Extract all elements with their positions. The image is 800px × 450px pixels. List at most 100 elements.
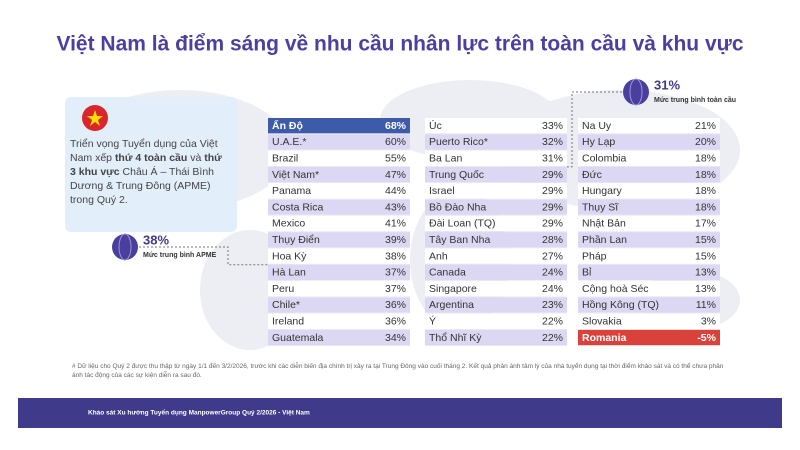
row-background: [578, 118, 720, 134]
row-background: [425, 199, 567, 215]
row-background: [425, 248, 567, 264]
country-label: Singapore: [429, 283, 477, 295]
row-background: [578, 183, 720, 199]
value-label: 18%: [695, 185, 716, 197]
row-background: [268, 329, 410, 346]
country-label: Israel: [429, 185, 455, 197]
country-label: Chile*: [272, 299, 300, 311]
value-label: 11%: [696, 299, 716, 311]
country-label: Thổ Nhĩ Kỳ: [429, 332, 482, 344]
country-label: U.A.E.*: [272, 136, 306, 148]
value-label: 24%: [542, 283, 563, 295]
globe-lines: [118, 233, 132, 261]
row-background: [268, 118, 410, 134]
row-background: [268, 297, 410, 313]
row-background: [578, 281, 720, 297]
row-background: [425, 313, 567, 329]
row-background: [268, 281, 410, 297]
value-label: 18%: [695, 201, 716, 213]
country-label: Hoa Kỳ: [272, 250, 307, 262]
row-background: [425, 232, 567, 248]
row-background: [425, 264, 567, 280]
summary-text: Triển vọng Tuyển dụng của Việt Nam xếp: [70, 138, 218, 164]
country-label: Thụy Điển: [272, 234, 320, 246]
value-label: 22%: [542, 332, 563, 344]
footer-bar: [18, 398, 782, 428]
row-background: [578, 166, 720, 183]
country-label: Canada: [429, 267, 466, 279]
value-label: 15%: [695, 250, 716, 262]
country-label: Hà Lan: [272, 267, 306, 279]
value-label: 68%: [385, 120, 407, 132]
row-background: [425, 134, 567, 150]
row-background: [425, 166, 567, 183]
country-label: Ireland: [272, 316, 304, 328]
row-background: [425, 118, 567, 134]
row-background: [578, 264, 720, 280]
average-connector: [139, 246, 268, 266]
globe-lines: [629, 78, 643, 106]
row-background: [578, 232, 720, 248]
value-label: 44%: [385, 185, 406, 197]
country-label: Slovakia: [582, 316, 622, 328]
country-label: Guatemala: [272, 332, 324, 344]
row-background: [425, 183, 567, 199]
value-label: 29%: [542, 218, 563, 230]
country-label: Ba Lan: [429, 153, 462, 165]
country-label: Thụy Sĩ: [582, 201, 619, 213]
footer-text: Khảo sát Xu hướng Tuyển dụng ManpowerGro…: [88, 409, 310, 417]
row-background: [578, 134, 720, 150]
value-label: 60%: [385, 136, 406, 148]
country-label: Cộng hoà Séc: [582, 283, 649, 295]
row-background: [268, 313, 410, 329]
summary-bold: thứ 4 toàn cầu: [114, 152, 188, 164]
country-label: Nhật Bản: [582, 218, 626, 230]
row-background: [578, 248, 720, 264]
country-label: Argentina: [429, 299, 474, 311]
value-label: 37%: [385, 283, 406, 295]
average-name: Mức trung bình APME: [143, 252, 217, 259]
value-label: 31%: [542, 153, 563, 165]
country-label: Panama: [272, 185, 311, 197]
row-background: [268, 248, 410, 264]
value-label: 29%: [542, 169, 563, 181]
row-background: [425, 297, 567, 313]
value-label: 38%: [385, 250, 406, 262]
row-background: [578, 150, 720, 166]
country-label: Peru: [272, 283, 294, 295]
country-label: Ý: [429, 315, 436, 328]
row-background: [425, 215, 567, 232]
value-label: 21%: [695, 120, 716, 132]
country-label: Trung Quốc: [429, 169, 484, 181]
row-background: [578, 199, 720, 215]
country-label: Tây Ban Nha: [429, 234, 490, 246]
country-label: Romania: [582, 332, 627, 344]
value-label: 20%: [695, 136, 716, 148]
average-connector: [567, 91, 622, 168]
country-label: Brazil: [272, 153, 298, 165]
country-label: Đài Loan (TQ): [429, 218, 496, 230]
row-background: [268, 199, 410, 215]
value-label: 36%: [385, 316, 406, 328]
row-background: [268, 264, 410, 280]
summary-bold: thứ 3 khu vực: [70, 152, 222, 178]
country-label: Puerto Rico*: [429, 136, 488, 148]
value-label: 29%: [542, 185, 563, 197]
country-label: Pháp: [582, 250, 607, 262]
summary-box: [65, 97, 237, 232]
country-label: Phần Lan: [582, 234, 627, 246]
row-background: [425, 329, 567, 346]
country-label: Colombia: [582, 153, 627, 165]
value-label: 28%: [542, 234, 563, 246]
average-name: Mức trung bình toàn cầu: [654, 95, 736, 104]
country-label: Đức: [582, 169, 602, 181]
average-value: 31%: [654, 77, 680, 92]
value-label: 47%: [385, 169, 406, 181]
country-label: Hy Lạp: [582, 136, 615, 148]
value-label: 43%: [385, 201, 406, 213]
value-label: 27%: [542, 250, 563, 262]
value-label: 13%: [695, 283, 716, 295]
value-label: 13%: [695, 267, 716, 279]
